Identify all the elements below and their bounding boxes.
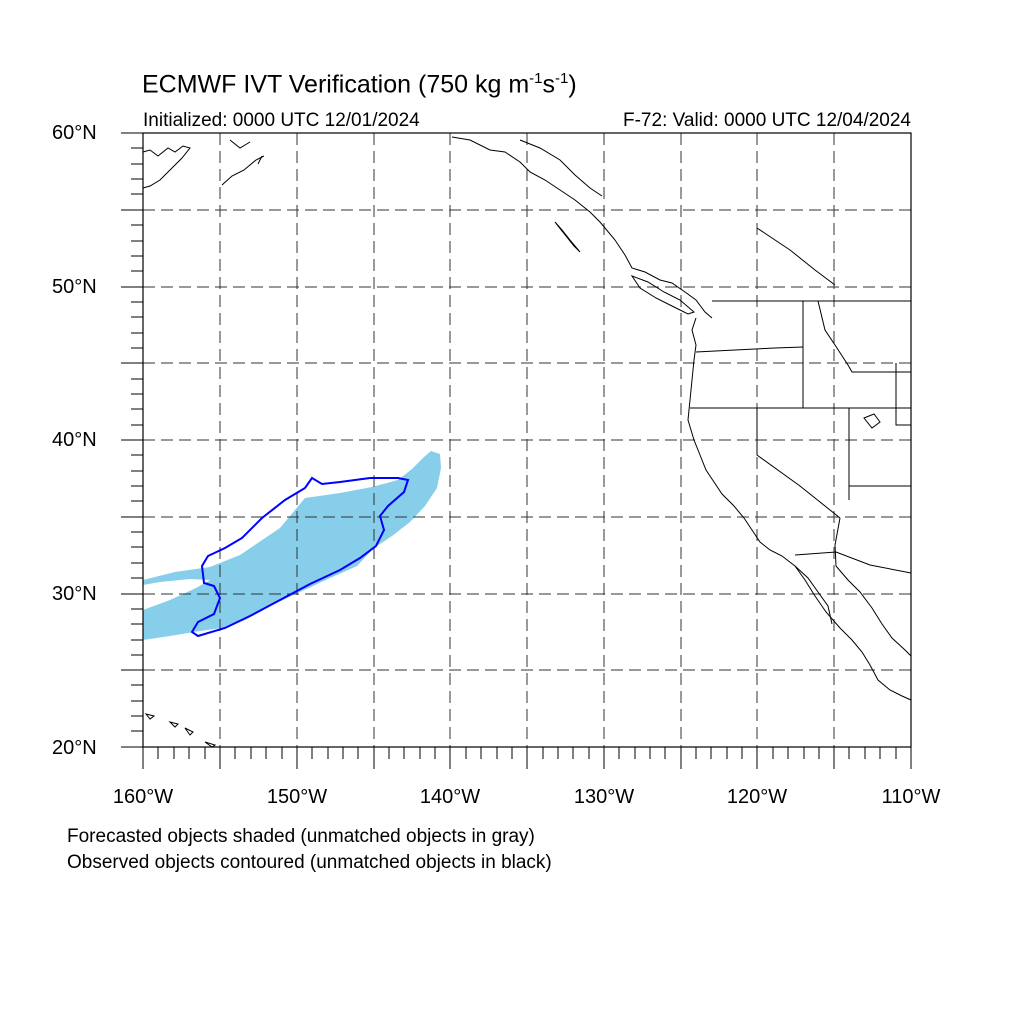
- lat-label-30n: 30°N: [52, 583, 97, 605]
- lon-label-130w: 130°W: [573, 786, 635, 808]
- coastlines: [142, 136, 912, 748]
- us-mexico-border: [794, 551, 912, 574]
- map-title: ECMWF IVT Verification (750 kg m-1s-1): [142, 70, 577, 99]
- baja-california: [794, 565, 912, 701]
- washington-oregon-border: [695, 346, 804, 353]
- forecast-note: Forecasted objects shaded (unmatched obj…: [67, 826, 535, 847]
- initialized-time: Initialized: 0000 UTC 12/01/2024: [143, 110, 420, 131]
- observed-note: Observed objects contoured (unmatched ob…: [67, 852, 552, 873]
- lat-label-40n: 40°N: [52, 429, 97, 451]
- graticule: [143, 133, 911, 747]
- lon-label-150w: 150°W: [266, 786, 328, 808]
- mainland-mexico-coast: [835, 565, 912, 657]
- lat-label-60n: 60°N: [52, 122, 97, 144]
- lat-label-50n: 50°N: [52, 276, 97, 298]
- alaska-panhandle-bc-coast: [451, 136, 713, 319]
- lon-label-110w: 110°W: [881, 786, 941, 808]
- bc-alberta-border: [756, 227, 836, 286]
- great-salt-lake: [863, 413, 881, 429]
- lat-label-20n: 20°N: [52, 737, 97, 759]
- arizona-california-border: [834, 517, 841, 567]
- vancouver-island: [630, 274, 695, 315]
- forecast-ivt-object: [143, 451, 441, 640]
- political-borders: [690, 227, 912, 574]
- observed-ivt-contour: [190, 476, 410, 638]
- valid-time: F-72: Valid: 0000 UTC 12/04/2024: [623, 110, 911, 131]
- lon-label-160w: 160°W: [112, 786, 174, 808]
- tick-marks: [121, 132, 912, 769]
- hawaii-islands: [144, 713, 217, 748]
- alaska-peninsula-islands: [221, 139, 265, 186]
- colorado-border: [895, 363, 911, 426]
- forecast-objects: [143, 451, 441, 640]
- california-nevada-border: [756, 408, 841, 519]
- observed-objects: [190, 476, 410, 638]
- coast-range-border: [519, 139, 603, 197]
- idaho-border: [802, 300, 911, 408]
- haida-gwaii: [554, 221, 581, 253]
- lon-label-140w: 140°W: [419, 786, 481, 808]
- lon-label-120w: 120°W: [726, 786, 788, 808]
- alaska-coast: [142, 145, 191, 189]
- us-west-coast: [687, 317, 833, 625]
